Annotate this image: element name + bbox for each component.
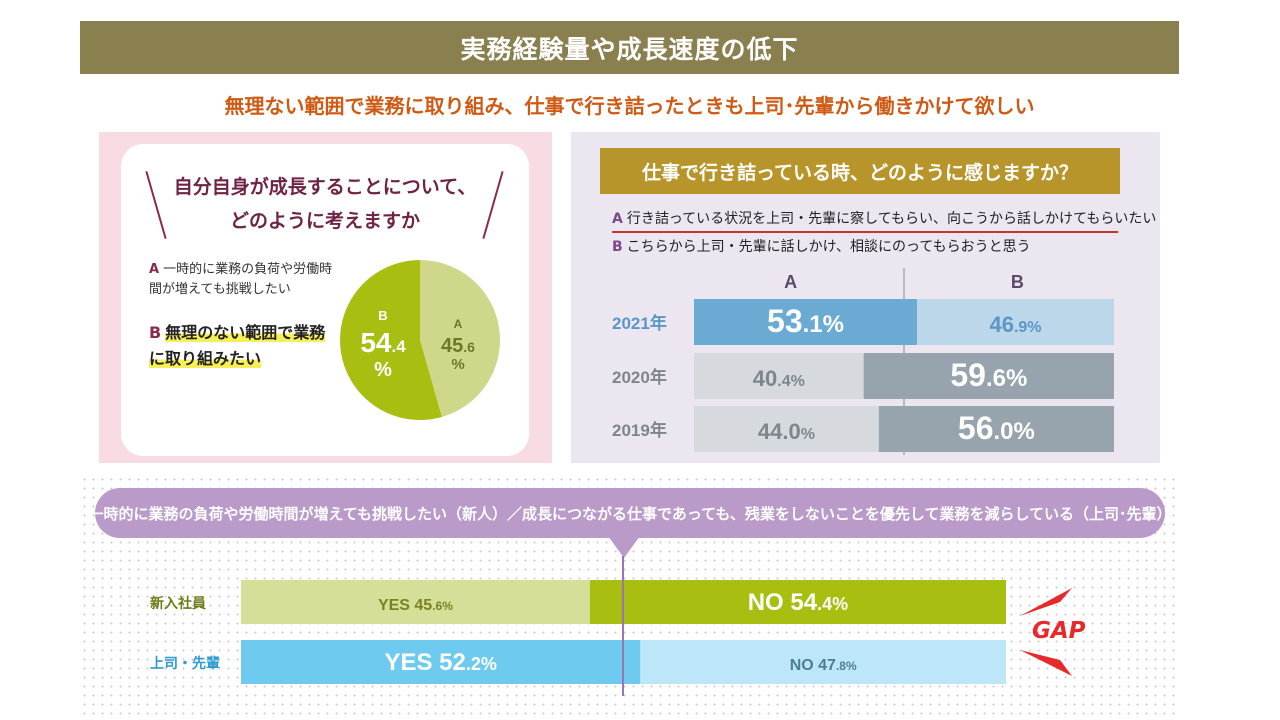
left-option-b: B 無理のない範囲で業務に取り組みたい bbox=[149, 320, 334, 372]
right-year-label-1: 2020年 bbox=[612, 367, 667, 387]
right-bar-b-label-1: 59.6% bbox=[950, 357, 1027, 393]
right-option-b-text: こちらから上司・先輩に話しかけ、相談にのってもらおうと思う bbox=[626, 239, 1031, 255]
right-option-b: B こちらから上司・先輩に話しかけ、相談にのってもらおうと思う bbox=[612, 236, 1031, 256]
right-bar-b-label-0: 46.9% bbox=[989, 312, 1041, 337]
right-bar-b-2 bbox=[878, 406, 1114, 452]
pie-label-a-value: 45.6 bbox=[441, 335, 475, 357]
right-option-b-letter: B bbox=[612, 239, 623, 255]
pie-label-b-value: 54.4 bbox=[360, 327, 406, 358]
right-year-label-0: 2021年 bbox=[612, 313, 667, 333]
bottom-category-label-0: 新入社員 bbox=[150, 595, 206, 611]
right-option-a-text: 行き詰っている状況を上司・先輩に察してもらい、向こうから話しかけてもらいたい bbox=[626, 211, 1157, 227]
right-year-label-2: 2019年 bbox=[612, 420, 667, 440]
bottom-bar-yes-label-0: YES 45.6% bbox=[378, 597, 453, 614]
bottom-category-label-1: 上司・先輩 bbox=[150, 655, 220, 671]
right-bar-b-label-2: 56.0% bbox=[958, 410, 1035, 446]
bottom-bar-yes-label-1: YES 52.2% bbox=[384, 649, 496, 676]
pie-label-b-letter: B bbox=[378, 308, 387, 323]
left-option-a-text: 一時的に業務の負荷や労働時間が増えても挑戦したい bbox=[149, 262, 333, 297]
right-bar-a-2 bbox=[694, 406, 879, 452]
left-question: 自分自身が成長することについて、 どのように考えますか bbox=[173, 176, 477, 232]
gap-wedge-bottom bbox=[1020, 650, 1072, 676]
pie-label-b-percent: % bbox=[374, 359, 392, 381]
bottom-bar-no-0 bbox=[589, 580, 1006, 624]
right-question: 仕事で行き詰っている時、どのように感じますか？ bbox=[600, 148, 1120, 194]
left-option-b-letter: B bbox=[149, 323, 162, 342]
pie-slice-a bbox=[420, 260, 501, 417]
page-title: 実務経験量や成長速度の低下 bbox=[80, 21, 1179, 74]
right-bar-b-0 bbox=[917, 299, 1114, 345]
right-option-a-letter: A bbox=[612, 211, 623, 227]
bottom-bar-no-label-0: NO 54.4% bbox=[748, 589, 848, 616]
right-bar-a-label-0: 53.1% bbox=[767, 303, 844, 339]
speech-bubble: 一時的に業務の負荷や労働時間が増えても挑戦したい（新人）／成長につながる仕事であ… bbox=[89, 488, 1172, 538]
right-bar-b-1 bbox=[863, 353, 1114, 399]
right-option-a: A 行き詰っている状況を上司・先輩に察してもらい、向こうから話しかけてもらいたい bbox=[612, 208, 1156, 233]
left-option-a-letter: A bbox=[149, 262, 160, 277]
bottom-bar-no-1 bbox=[640, 640, 1006, 684]
bottom-bar-no-label-1: NO 47.8% bbox=[790, 657, 857, 674]
pie-slice-b bbox=[340, 260, 442, 420]
right-bar-a-label-1: 40.4% bbox=[753, 366, 805, 391]
bottom-bar-yes-0 bbox=[241, 580, 590, 624]
speech-bubble-tail bbox=[608, 536, 640, 558]
right-chart-header-b: B bbox=[1011, 272, 1024, 292]
bottom-bar-yes-1 bbox=[241, 640, 641, 684]
gap-wedge-top bbox=[1020, 588, 1072, 616]
right-chart-header-a: A bbox=[784, 272, 797, 292]
right-bar-a-1 bbox=[694, 353, 864, 399]
left-option-a: A 一時的に業務の負荷や労働時間が増えても挑戦したい bbox=[149, 260, 334, 300]
right-bar-a-0 bbox=[694, 299, 918, 345]
gap-label: GAP bbox=[1032, 618, 1086, 644]
right-bar-a-label-2: 44.0% bbox=[758, 419, 815, 444]
pie-label-a-percent: % bbox=[451, 356, 464, 373]
pie-label-a-letter: A bbox=[454, 317, 463, 331]
page-subtitle: 無理ない範囲で業務に取り組み、仕事で行き詰ったときも上司･先輩から働きかけて欲し… bbox=[224, 94, 1035, 118]
